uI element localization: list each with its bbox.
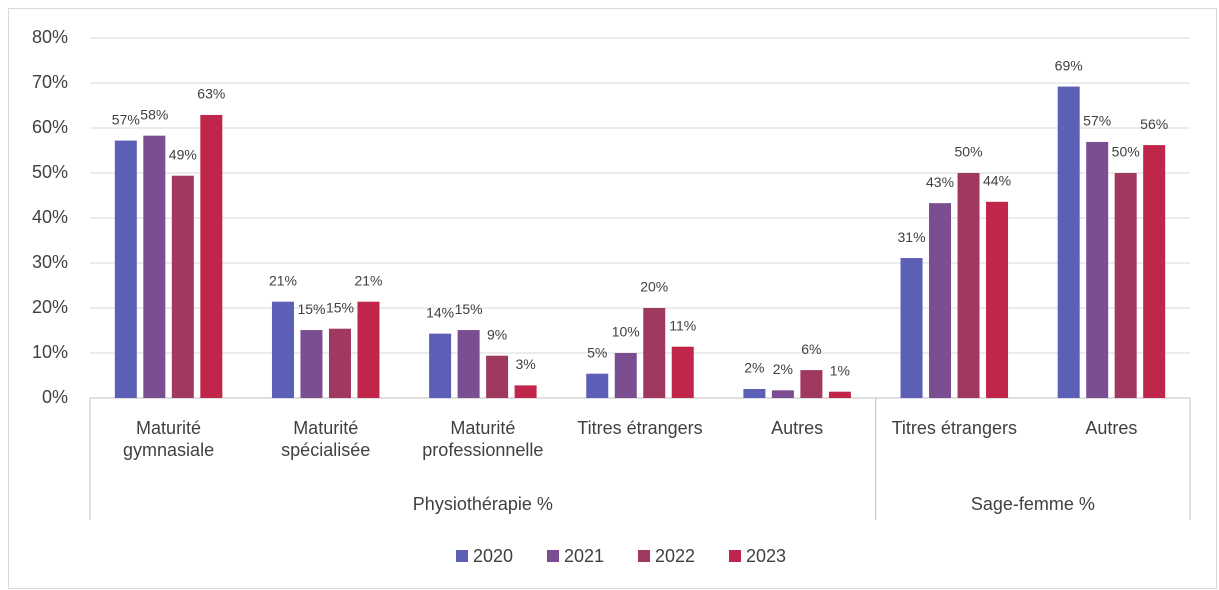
data-label: 2% xyxy=(773,361,793,377)
data-label: 49% xyxy=(169,146,197,162)
y-tick-label: 80% xyxy=(32,27,68,47)
data-label: 63% xyxy=(197,86,225,102)
data-label: 5% xyxy=(587,344,607,360)
bar xyxy=(929,203,952,398)
y-tick-label: 10% xyxy=(32,342,68,362)
data-label: 43% xyxy=(926,174,954,190)
bar xyxy=(1143,145,1166,398)
y-tick-label: 60% xyxy=(32,117,68,137)
legend-swatch xyxy=(729,550,741,562)
bar xyxy=(643,308,666,398)
data-label: 31% xyxy=(898,229,926,245)
bar xyxy=(271,301,294,398)
bar xyxy=(800,370,823,398)
bar xyxy=(771,390,794,398)
data-label: 14% xyxy=(426,304,454,320)
y-tick-label: 30% xyxy=(32,252,68,272)
bar xyxy=(328,328,351,398)
bar xyxy=(986,201,1009,398)
data-label: 6% xyxy=(801,341,821,357)
data-label: 10% xyxy=(612,324,640,340)
x-tick-label: Autres xyxy=(771,418,824,438)
y-tick-label: 20% xyxy=(32,297,68,317)
data-label: 21% xyxy=(354,272,382,288)
data-label: 69% xyxy=(1055,57,1083,73)
x-tick-label: Maturité professionnelle xyxy=(422,418,544,460)
bar xyxy=(357,301,380,398)
bar xyxy=(671,346,694,398)
data-label: 50% xyxy=(955,144,983,160)
legend-label: 2023 xyxy=(746,546,786,566)
data-label: 3% xyxy=(515,356,535,372)
x-tick-label: Titres étrangers xyxy=(891,418,1017,438)
x-tick-label: Maturité spécialisée xyxy=(281,418,371,460)
legend-label: 2020 xyxy=(473,546,513,566)
data-label: 15% xyxy=(297,301,325,317)
x-tick-label: Titres étrangers xyxy=(577,418,703,438)
bar xyxy=(171,175,194,398)
legend-swatch xyxy=(638,550,650,562)
bar xyxy=(828,391,851,398)
bar xyxy=(743,389,766,398)
legend-swatch xyxy=(547,550,559,562)
bar xyxy=(1114,173,1137,398)
group-label: Sage-femme % xyxy=(971,494,1095,514)
data-label: 21% xyxy=(269,272,297,288)
bar xyxy=(1057,86,1080,398)
data-label: 58% xyxy=(140,106,168,122)
legend-label: 2021 xyxy=(564,546,604,566)
group-label: Physiothérapie % xyxy=(413,494,553,514)
bar xyxy=(200,114,223,398)
legend-label: 2022 xyxy=(655,546,695,566)
y-tick-label: 0% xyxy=(42,387,68,407)
bar xyxy=(1086,141,1109,398)
bar xyxy=(514,385,537,398)
bar xyxy=(457,330,480,398)
data-label: 56% xyxy=(1140,116,1168,132)
bar xyxy=(429,333,452,398)
data-label: 2% xyxy=(744,360,764,376)
bar xyxy=(586,373,609,398)
bar xyxy=(614,353,637,398)
data-label: 57% xyxy=(1083,113,1111,129)
data-label: 57% xyxy=(112,111,140,127)
data-label: 9% xyxy=(487,326,507,342)
bar xyxy=(143,135,166,398)
bar xyxy=(957,173,980,398)
data-label: 15% xyxy=(326,299,354,315)
y-tick-label: 40% xyxy=(32,207,68,227)
bar xyxy=(300,330,323,398)
legend-swatch xyxy=(456,550,468,562)
y-tick-label: 70% xyxy=(32,72,68,92)
data-label: 11% xyxy=(669,317,696,333)
bar xyxy=(114,140,137,398)
bar xyxy=(486,355,509,398)
data-label: 1% xyxy=(830,362,850,378)
data-label: 15% xyxy=(455,301,483,317)
data-label: 50% xyxy=(1112,144,1140,160)
x-tick-label: Autres xyxy=(1085,418,1138,438)
x-tick-label: Maturité gymnasiale xyxy=(123,418,215,460)
data-label: 20% xyxy=(640,279,668,295)
bar xyxy=(900,258,923,398)
y-tick-label: 50% xyxy=(32,162,68,182)
data-label: 44% xyxy=(983,173,1011,189)
